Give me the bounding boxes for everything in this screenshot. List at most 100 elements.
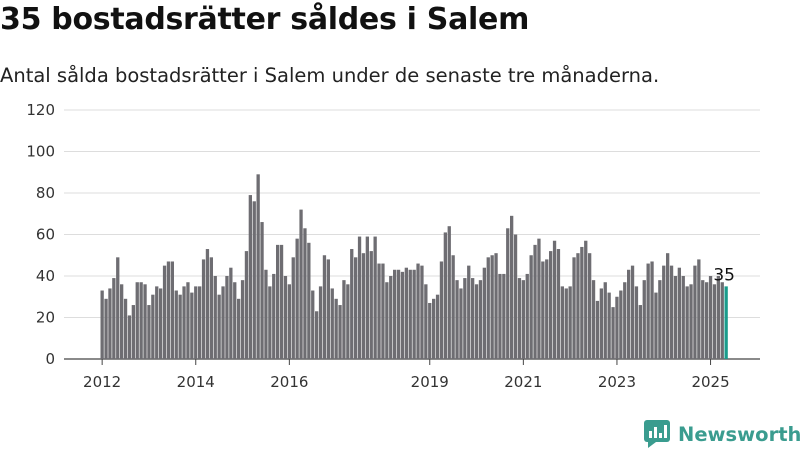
bar <box>127 315 132 359</box>
bar <box>307 242 311 359</box>
bar <box>416 263 420 359</box>
bar <box>377 263 381 359</box>
bar <box>697 259 701 359</box>
bar <box>572 257 576 359</box>
y-tick-label: 80 <box>36 184 55 202</box>
bar <box>666 253 670 359</box>
bar <box>159 288 163 359</box>
bar <box>443 232 447 359</box>
x-tick-label: 2012 <box>83 373 121 391</box>
bar <box>428 302 432 359</box>
x-axis-labels: 2012 2014 2016 2019 2021 2023 2025 <box>83 359 730 391</box>
bar <box>584 240 588 359</box>
x-tick-label: 2025 <box>691 373 729 391</box>
bar <box>576 253 580 359</box>
bar <box>318 286 323 360</box>
bar <box>681 276 685 359</box>
y-tick-label: 0 <box>45 350 55 368</box>
bar <box>646 263 650 359</box>
bar <box>389 276 393 359</box>
bar <box>685 286 689 360</box>
y-tick-label: 40 <box>36 267 55 285</box>
bar <box>607 292 611 359</box>
bar <box>213 276 217 359</box>
bar <box>580 246 584 359</box>
bar <box>588 253 592 359</box>
bar <box>400 271 405 359</box>
bar <box>233 282 237 359</box>
bar <box>393 269 397 359</box>
bar <box>435 294 440 359</box>
bar <box>712 284 717 359</box>
bar <box>701 280 705 359</box>
x-tick-label: 2014 <box>177 373 215 391</box>
bar <box>354 257 358 359</box>
bar <box>494 253 498 359</box>
bar <box>178 294 182 359</box>
bar <box>439 261 444 359</box>
bar <box>623 282 627 359</box>
bar <box>315 311 319 359</box>
bar <box>658 280 662 359</box>
bar <box>654 292 658 359</box>
bar <box>720 282 724 359</box>
bar <box>478 280 483 359</box>
bar <box>229 267 233 359</box>
bar <box>240 280 245 359</box>
bar <box>447 226 451 359</box>
x-tick-label: 2021 <box>504 373 542 391</box>
bar <box>412 269 416 359</box>
newsworthy-logo-icon <box>644 420 670 448</box>
bar <box>311 290 315 359</box>
x-tick-label: 2019 <box>411 373 449 391</box>
bar <box>143 284 147 359</box>
bar <box>564 288 568 359</box>
bar <box>108 288 112 359</box>
bar <box>201 259 206 359</box>
bar <box>104 298 108 359</box>
bar <box>673 276 678 359</box>
chart-title: 35 bostadsrätter såldes i Salem <box>0 2 530 37</box>
bar <box>502 273 506 359</box>
bar <box>342 280 346 359</box>
bar <box>677 267 681 359</box>
bar <box>217 294 221 359</box>
bar <box>225 276 229 359</box>
bar <box>264 269 268 359</box>
bar <box>135 282 139 359</box>
chart-subtitle: Antal sålda bostadsrätter i Salem under … <box>0 64 660 87</box>
bar <box>603 282 607 359</box>
bar <box>642 280 646 359</box>
bar <box>205 249 210 359</box>
bar <box>467 265 471 360</box>
bar <box>252 201 256 359</box>
bar <box>533 244 537 360</box>
bar <box>147 305 151 359</box>
bar <box>237 298 241 359</box>
bar <box>283 276 288 359</box>
bar <box>627 269 631 359</box>
bar <box>513 234 518 359</box>
bar <box>151 294 155 359</box>
bar <box>369 251 373 359</box>
bar <box>525 273 529 359</box>
bar <box>279 244 284 360</box>
bar <box>381 263 385 359</box>
bar <box>209 257 213 359</box>
bar <box>385 282 389 359</box>
bar <box>471 278 475 359</box>
bar <box>474 284 479 359</box>
bar <box>432 298 436 359</box>
bar <box>326 259 330 359</box>
bar <box>404 267 408 359</box>
x-tick-label: 2023 <box>598 373 636 391</box>
bar <box>334 298 338 359</box>
bar <box>346 284 350 359</box>
bar <box>568 286 572 360</box>
bar <box>556 249 561 359</box>
bar <box>591 280 596 359</box>
bar <box>276 244 280 360</box>
bar <box>506 228 510 359</box>
bar <box>256 174 260 359</box>
bar-latest <box>724 286 728 360</box>
